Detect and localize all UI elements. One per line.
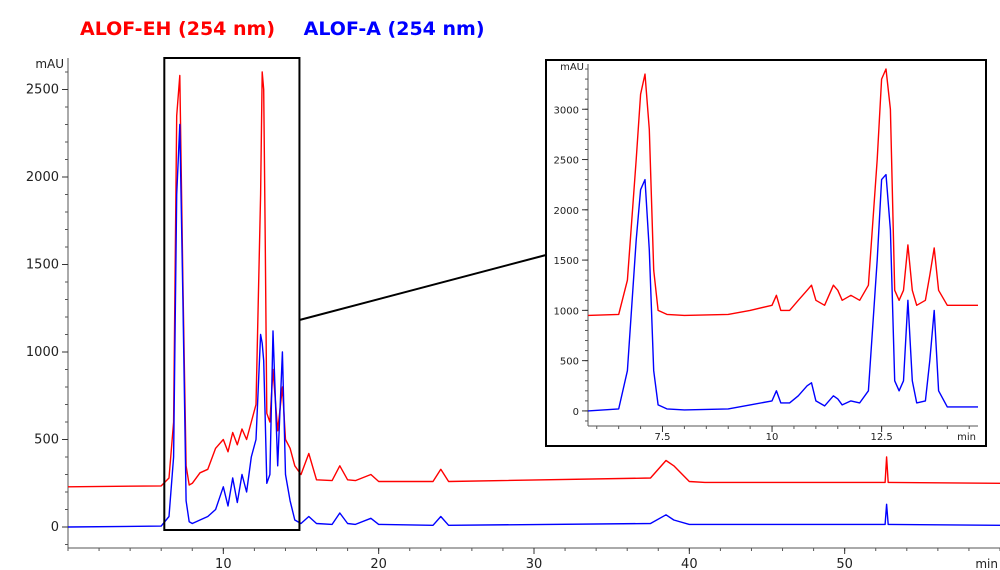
y-tick-label: 2000	[26, 170, 59, 185]
x-axis-unit-label: min	[957, 432, 976, 443]
y-axis-unit-label: mAU	[560, 62, 584, 73]
y-tick-label: 1000	[26, 345, 59, 360]
y-tick-label: 2000	[554, 206, 579, 217]
zoom-region-box	[163, 57, 301, 531]
y-axis-unit-label: mAU	[35, 57, 64, 71]
y-tick-label: 1500	[26, 258, 59, 273]
y-tick-label: 0	[573, 407, 579, 418]
y-tick-label: 1000	[554, 306, 579, 317]
legend-item-alof-a: ALOF-A (254 nm)	[303, 18, 485, 40]
y-tick-label: 2500	[554, 156, 579, 167]
x-tick-label: 10	[215, 557, 232, 570]
series-line	[587, 173, 978, 412]
y-tick-label: 1500	[554, 256, 579, 267]
series-line	[587, 68, 978, 317]
x-tick-label: 10	[766, 432, 779, 443]
y-tick-label: 3000	[554, 105, 579, 116]
y-tick-label: 500	[34, 433, 59, 448]
zoom-callout	[163, 57, 547, 531]
y-tick-label: 500	[560, 357, 579, 368]
x-tick-label: 30	[526, 557, 543, 570]
inset-plot: 0 500 1000 1500 2000 2500 3000 7.5 10 12.5 mAU min	[545, 59, 987, 447]
inset-frame	[545, 59, 987, 447]
main-plot: 0 500 1000 1500 2000 2500 10 20 30 40 50 mAU min	[26, 57, 1000, 570]
y-tick-label: 0	[51, 520, 59, 535]
x-tick-label: 50	[836, 557, 853, 570]
x-tick-label: 40	[681, 557, 698, 570]
x-tick-label: 12.5	[870, 432, 892, 443]
zoom-connector-line	[299, 254, 547, 321]
y-tick-label: 2500	[26, 83, 59, 98]
x-tick-label: 7.5	[655, 432, 671, 443]
series-line	[67, 123, 1000, 528]
x-tick-label: 20	[370, 557, 387, 570]
chart-legend: ALOF-EH (254 nm) ALOF-A (254 nm)	[80, 18, 507, 40]
legend-item-alof-eh: ALOF-EH (254 nm)	[80, 18, 276, 40]
x-axis-unit-label: min	[975, 557, 998, 570]
